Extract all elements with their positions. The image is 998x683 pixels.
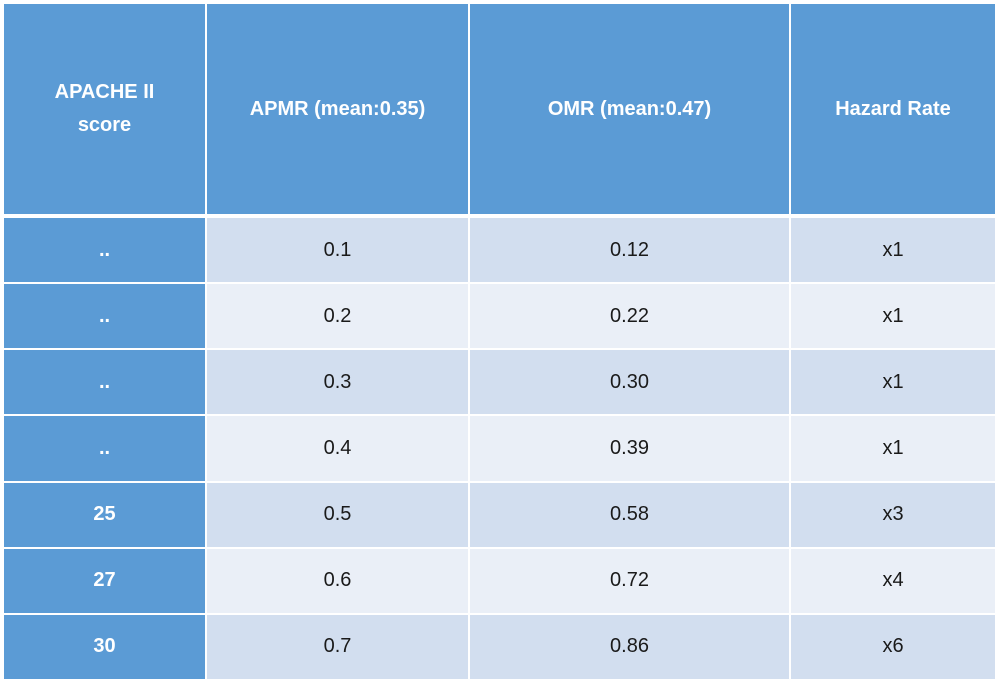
table-row: .. 0.2 0.22 x1 [2, 282, 997, 351]
cell-apmr: 0.4 [205, 414, 470, 483]
cell-score: .. [2, 214, 207, 285]
cell-hazard: x1 [789, 348, 997, 417]
cell-hazard: x6 [789, 612, 997, 682]
table-row: 30 0.7 0.86 x6 [2, 612, 997, 682]
table-row: .. 0.4 0.39 x1 [2, 414, 997, 483]
cell-score: 30 [2, 612, 207, 682]
header-apache-score: APACHE II score [2, 2, 207, 217]
header-hazard-rate: Hazard Rate [789, 2, 997, 217]
cell-hazard: x3 [789, 480, 997, 549]
cell-apmr: 0.7 [205, 612, 470, 682]
header-omr: OMR (mean:0.47) [468, 2, 791, 217]
table-row: .. 0.1 0.12 x1 [2, 214, 997, 285]
cell-score: .. [2, 348, 207, 417]
cell-hazard: x4 [789, 546, 997, 615]
cell-omr: 0.39 [468, 414, 791, 483]
cell-apmr: 0.1 [205, 214, 470, 285]
cell-hazard: x1 [789, 214, 997, 285]
cell-apmr: 0.2 [205, 282, 470, 351]
cell-apmr: 0.3 [205, 348, 470, 417]
cell-omr: 0.12 [468, 214, 791, 285]
table-row: 25 0.5 0.58 x3 [2, 480, 997, 549]
cell-hazard: x1 [789, 282, 997, 351]
cell-apmr: 0.6 [205, 546, 470, 615]
header-apmr: APMR (mean:0.35) [205, 2, 470, 217]
cell-omr: 0.30 [468, 348, 791, 417]
table-row: .. 0.3 0.30 x1 [2, 348, 997, 417]
cell-omr: 0.22 [468, 282, 791, 351]
header-row: APACHE II score APMR (mean:0.35) OMR (me… [2, 2, 997, 217]
cell-omr: 0.72 [468, 546, 791, 615]
cell-score: .. [2, 282, 207, 351]
cell-hazard: x1 [789, 414, 997, 483]
table-body: .. 0.1 0.12 x1 .. 0.2 0.22 x1 .. 0.3 0.3… [2, 214, 997, 682]
cell-omr: 0.86 [468, 612, 791, 682]
cell-score: 27 [2, 546, 207, 615]
table-header: APACHE II score APMR (mean:0.35) OMR (me… [2, 2, 997, 217]
table-row: 27 0.6 0.72 x4 [2, 546, 997, 615]
cell-omr: 0.58 [468, 480, 791, 549]
cell-score: 25 [2, 480, 207, 549]
cell-score: .. [2, 414, 207, 483]
cell-apmr: 0.5 [205, 480, 470, 549]
